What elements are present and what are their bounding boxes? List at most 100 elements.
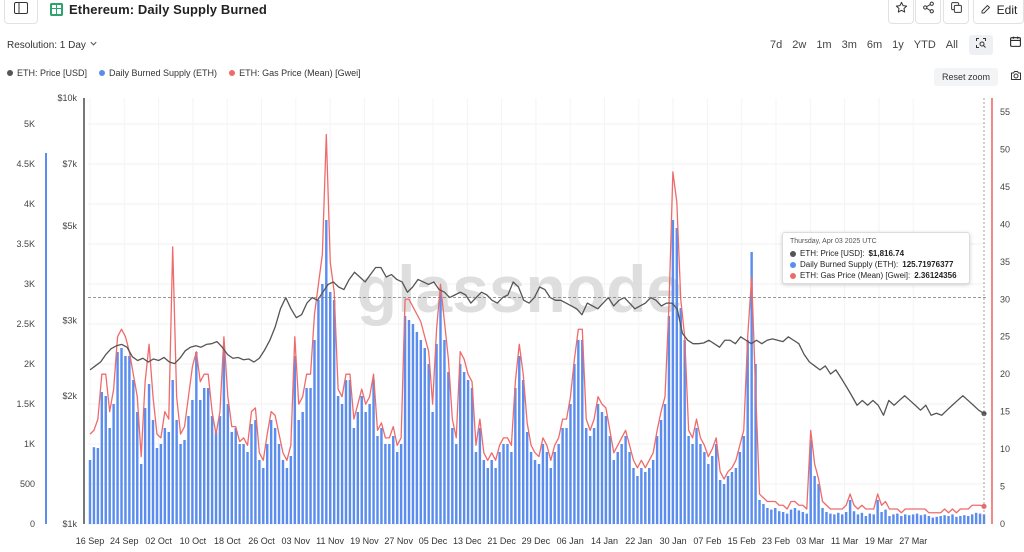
burned-bar	[116, 352, 119, 524]
burned-bar	[96, 448, 100, 524]
gas-axis-tick: 25	[1000, 332, 1010, 342]
zoom-search-button[interactable]	[969, 35, 993, 55]
burned-bar	[955, 516, 958, 524]
burned-bar	[289, 456, 293, 524]
burned-axis-tick: 4.5K	[16, 159, 35, 169]
x-axis-tick: 29 Dec	[522, 536, 551, 546]
burned-bar	[478, 428, 482, 524]
chart-area[interactable]: glassnode 05001K1.5K2K2.5K3K3.5K4K4.5K5K…	[0, 90, 1024, 552]
burned-bar	[896, 513, 899, 524]
burned-bar	[927, 516, 931, 524]
range-ytd[interactable]: YTD	[913, 39, 936, 51]
burned-bar	[498, 452, 501, 524]
burned-bar	[675, 228, 679, 524]
x-axis-tick: 23 Feb	[762, 536, 790, 546]
burned-bar	[663, 404, 667, 524]
burned-bar	[714, 444, 718, 524]
burned-bar	[411, 324, 415, 524]
burned-bar	[266, 444, 269, 524]
burned-bar	[202, 388, 206, 524]
burned-bar	[108, 428, 111, 524]
legend-label: ETH: Price [USD]	[17, 68, 88, 78]
range-7d[interactable]: 7d	[770, 39, 783, 51]
edit-button[interactable]: Edit	[973, 0, 1024, 24]
time-range-selector: 7d 2w 1m 3m 6m 1y YTD All	[765, 37, 963, 53]
burned-bar	[868, 513, 872, 524]
legend-item-burned[interactable]: Daily Burned Supply (ETH)	[99, 68, 217, 78]
burned-bar	[325, 220, 328, 524]
burned-bar	[230, 432, 233, 524]
burned-bar	[525, 432, 529, 524]
price-axis-tick: $5k	[62, 221, 77, 231]
sidebar-toggle-button[interactable]	[4, 0, 38, 24]
burned-bar	[974, 512, 978, 524]
reset-zoom-button[interactable]: Reset zoom	[934, 68, 998, 86]
legend-swatch	[229, 70, 236, 76]
burned-bar	[521, 380, 525, 524]
x-axis-tick: 13 Dec	[453, 536, 482, 546]
burned-bar	[978, 513, 982, 524]
burned-bar	[356, 412, 360, 524]
burned-bar	[569, 404, 572, 524]
burned-bar	[518, 356, 521, 524]
burned-bar	[439, 292, 442, 524]
tooltip-label: Daily Burned Supply (ETH):	[800, 260, 899, 269]
burned-bar	[549, 468, 552, 524]
date-range-button[interactable]	[1004, 33, 1024, 55]
star-icon	[895, 1, 908, 19]
burned-bar	[742, 436, 745, 524]
range-6m[interactable]: 6m	[866, 39, 883, 51]
burned-bar	[246, 452, 249, 524]
burned-bar	[451, 428, 454, 524]
burned-bar	[399, 444, 403, 524]
burned-bar	[510, 452, 513, 524]
x-axis-tick: 15 Feb	[728, 536, 756, 546]
burned-bar	[667, 316, 671, 524]
favorite-button[interactable]	[888, 0, 914, 24]
burned-bar	[455, 444, 458, 524]
burned-bar	[136, 412, 139, 524]
resolution-selector[interactable]: Resolution: 1 Day	[7, 39, 98, 51]
burned-bar	[651, 460, 655, 524]
burned-bar	[892, 514, 895, 524]
burned-bar	[191, 400, 194, 524]
share-icon	[922, 1, 935, 19]
burned-bar	[707, 464, 710, 524]
share-button[interactable]	[915, 0, 941, 24]
burned-bar	[163, 428, 167, 524]
burned-bar	[600, 412, 604, 524]
gas-axis-tick: 15	[1000, 407, 1010, 417]
screenshot-button[interactable]	[1008, 68, 1024, 86]
burned-axis-tick: 3.5K	[16, 239, 35, 249]
burned-bar	[959, 516, 962, 524]
burned-bar	[864, 516, 868, 524]
copy-icon	[950, 1, 963, 19]
range-3m[interactable]: 3m	[841, 39, 857, 51]
chart-tooltip: Thursday, Apr 03 2025 UTC ETH: Price [US…	[782, 232, 970, 284]
burned-bar	[789, 509, 793, 524]
burned-bar	[262, 468, 265, 524]
eth-price-point	[981, 410, 987, 417]
burned-bar	[900, 516, 903, 524]
burned-bar	[470, 388, 474, 524]
range-2w[interactable]: 2w	[792, 39, 807, 51]
burned-bar	[628, 452, 631, 524]
zoom-search-icon	[975, 36, 987, 54]
eth-price-series	[89, 266, 985, 416]
burned-bar	[147, 384, 151, 524]
legend-item-gas[interactable]: ETH: Gas Price (Mean) [Gwei]	[229, 68, 361, 78]
gas-axis-tick: 45	[1000, 182, 1010, 192]
range-all[interactable]: All	[945, 39, 959, 51]
range-1y[interactable]: 1y	[892, 39, 904, 51]
burned-bar	[785, 513, 789, 524]
range-1m[interactable]: 1m	[816, 39, 832, 51]
duplicate-button[interactable]	[943, 0, 969, 24]
burned-bar	[179, 444, 182, 524]
burned-bar	[329, 292, 332, 524]
burned-bar	[139, 464, 143, 524]
burned-bar	[695, 428, 698, 524]
calendar-icon	[1009, 35, 1022, 53]
gas-axis-tick: 55	[1000, 107, 1010, 117]
legend-item-price[interactable]: ETH: Price [USD]	[7, 68, 87, 78]
x-axis-tick: 03 Nov	[282, 536, 311, 546]
